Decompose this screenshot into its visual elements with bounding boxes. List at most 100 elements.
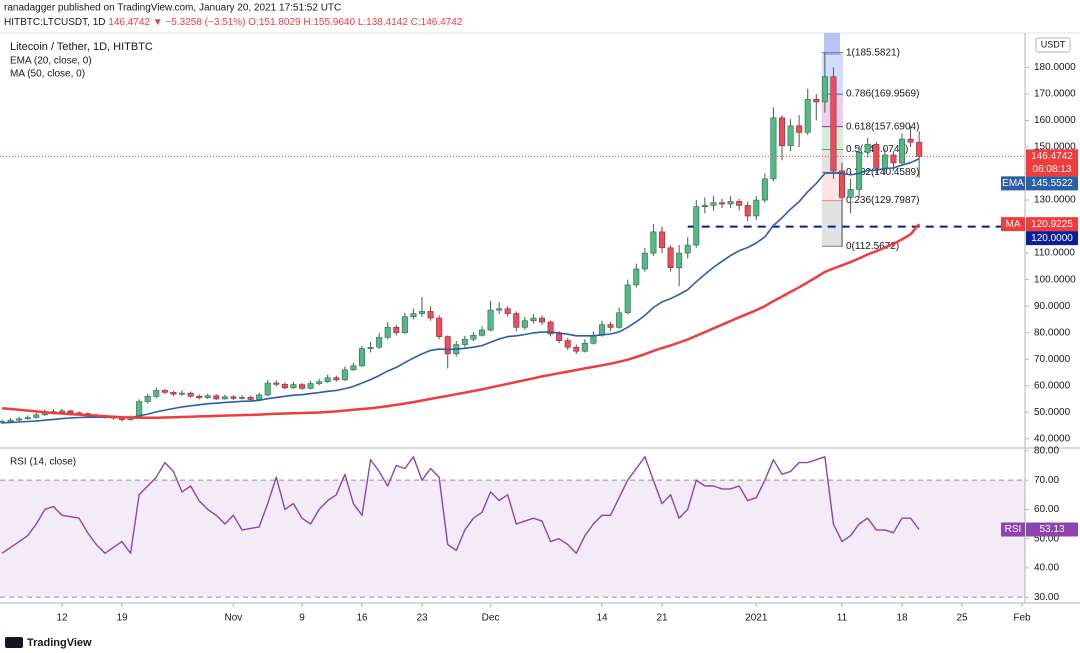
candle-body — [710, 202, 717, 206]
candle-body — [16, 418, 23, 421]
candle-body — [616, 312, 623, 328]
candle-body — [281, 384, 288, 389]
price-tag-text: 146.4742 — [1031, 151, 1073, 162]
candle-body — [916, 141, 923, 157]
x-tick-label: 9 — [299, 613, 305, 624]
candle-body — [727, 201, 734, 205]
range-highlight — [824, 33, 840, 55]
candle-body — [393, 327, 400, 333]
rsi-name-text: RSI — [1005, 524, 1022, 535]
y-tick-label: 80.00 — [1034, 446, 1059, 457]
indicator-tag — [1001, 217, 1025, 232]
candle-body — [298, 384, 305, 389]
y-tick-label: 40.00 — [1034, 563, 1059, 574]
candle-body — [478, 329, 485, 336]
candle-body — [221, 396, 228, 400]
candle-body — [24, 417, 31, 420]
y-tick-label: 40.0000 — [1034, 433, 1071, 444]
candle-body — [821, 76, 828, 103]
candle-body — [701, 205, 708, 207]
y-tick-label: 50.0000 — [1034, 407, 1071, 418]
fib-band — [821, 200, 843, 247]
candle-body — [864, 144, 871, 153]
candle-body — [470, 335, 477, 340]
y-tick-label: 60.0000 — [1034, 380, 1071, 391]
x-tick-label: 16 — [356, 613, 368, 624]
candle-body — [350, 365, 357, 371]
candle-body — [633, 268, 640, 286]
x-tick-label: 21 — [656, 613, 668, 624]
candle-body — [264, 382, 271, 396]
indicator-line — [1, 158, 920, 424]
y-tick-label: 50.00 — [1034, 533, 1059, 544]
footer: TradingView — [27, 637, 92, 649]
candle-body — [410, 313, 417, 318]
candle-body — [676, 252, 683, 268]
legend-ema: EMA (20, close, 0) — [10, 56, 92, 67]
price-tag-text: 145.5522 — [1031, 178, 1073, 189]
logo — [5, 637, 23, 648]
candle-body — [239, 397, 246, 399]
candle-body — [667, 247, 674, 268]
candle-body — [144, 395, 151, 402]
candle-body — [204, 395, 211, 398]
candle-body — [684, 244, 691, 254]
fib-label: 0.236(129.7987) — [846, 195, 919, 206]
candle-body — [538, 317, 545, 323]
x-tick-label: 18 — [896, 613, 908, 624]
candle-body — [256, 394, 263, 400]
candle-body — [358, 348, 365, 367]
rsi-title: RSI (14, close) — [10, 457, 76, 468]
x-tick-label: 11 — [837, 613, 848, 624]
candle-body — [187, 392, 194, 397]
candle-body — [444, 336, 451, 355]
candle-body — [170, 392, 177, 395]
x-tick-label: 19 — [116, 613, 128, 624]
candle-body — [813, 98, 820, 103]
rsi-tag — [1026, 522, 1078, 537]
y-tick-label: 170.0000 — [1034, 89, 1076, 100]
fib-label: 0.786(169.9569) — [846, 89, 919, 100]
candle-body — [487, 309, 494, 331]
candle-body — [838, 170, 845, 198]
candle-body — [179, 392, 186, 395]
candle-body — [290, 384, 297, 389]
candle-body — [324, 377, 331, 383]
candle-body — [581, 342, 588, 352]
candle-body — [770, 117, 777, 180]
rsi-line — [1, 456, 920, 554]
candle-body — [496, 308, 503, 311]
candle-body — [881, 154, 888, 169]
candle-body — [307, 383, 314, 389]
candle-body — [418, 311, 425, 314]
candle-body — [273, 382, 280, 385]
x-tick-label: Dec — [482, 613, 500, 624]
last: 146.4742 — [108, 17, 150, 28]
price-tag — [1026, 217, 1078, 232]
currency: USDT — [1041, 39, 1066, 49]
candle-body — [744, 205, 751, 217]
y-tick-label: 70.0000 — [1034, 354, 1071, 365]
candle-body — [598, 324, 605, 336]
candle-body — [7, 419, 14, 422]
candle-body — [153, 390, 160, 397]
rsi-name-tag — [1001, 522, 1025, 537]
price-tag-text: 120.9225 — [1031, 219, 1073, 230]
y-tick-label: 80.0000 — [1034, 327, 1071, 338]
candle-body — [161, 390, 168, 393]
y-tick-label: 60.00 — [1034, 504, 1059, 515]
countdown: 06:08:13 — [1033, 164, 1072, 175]
candle-body — [384, 327, 391, 338]
candle-body — [521, 320, 528, 328]
candle-body — [333, 377, 340, 381]
x-tick-label: 12 — [56, 613, 68, 624]
y-tick-label: 110.0000 — [1034, 248, 1075, 259]
candle-body — [504, 308, 511, 314]
price-tag — [1026, 231, 1078, 246]
candle-body — [830, 76, 837, 172]
y-tick-label: 150.0000 — [1034, 142, 1076, 153]
candle-body — [658, 231, 665, 249]
candle-body — [718, 202, 725, 205]
